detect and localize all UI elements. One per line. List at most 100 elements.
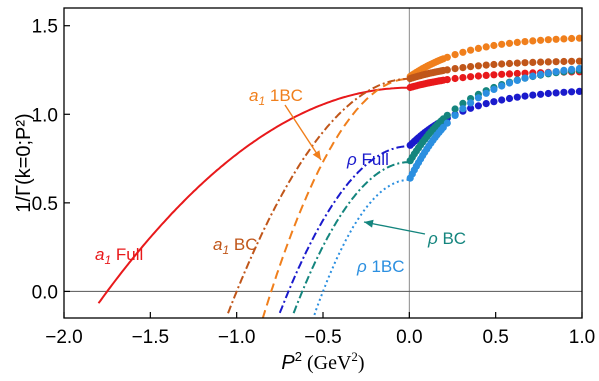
point-rho_bc — [443, 111, 451, 119]
point-a1_bc — [443, 66, 451, 74]
point-a1_bc — [521, 59, 529, 67]
point-a1_full — [474, 72, 482, 80]
point-a1_1bc — [443, 53, 451, 61]
annotation-rho_bc: ρ BC — [427, 229, 466, 248]
curve-a1_full — [97, 86, 410, 304]
curve-a1_1bc — [261, 77, 410, 318]
point-a1_full — [490, 71, 498, 79]
point-rho_1bc — [482, 89, 490, 97]
point-rho_full — [529, 91, 537, 99]
point-rho_1bc — [490, 85, 498, 93]
point-a1_1bc — [482, 43, 490, 51]
point-rho_full — [513, 93, 521, 101]
point-rho_full — [560, 88, 568, 96]
x-tick-label: −2.0 — [45, 327, 83, 348]
point-rho_1bc — [474, 94, 482, 102]
point-a1_bc — [537, 58, 545, 66]
y-tick-label: 1.0 — [32, 105, 58, 126]
point-a1_1bc — [474, 44, 482, 53]
y-tick-label: 1.5 — [32, 17, 58, 38]
point-rho_1bc — [498, 82, 506, 90]
point-rho_full — [544, 89, 552, 98]
x-tick-label: 0.0 — [396, 327, 422, 348]
annotation-rho_full: ρ Full — [346, 150, 389, 169]
curve-a1_bc — [227, 77, 410, 314]
curve-rho_full — [278, 145, 410, 314]
point-rho_full — [575, 87, 582, 95]
curves — [97, 77, 410, 318]
x-tick-label: −1.0 — [218, 327, 256, 348]
point-rho_full — [467, 104, 475, 112]
annotations: a1 Full a1 1BC a1 BC ρ Full ρ BC ρ 1BC — [95, 86, 466, 276]
point-a1_1bc — [560, 35, 568, 43]
point-rho_full — [490, 98, 498, 106]
point-a1_bc — [490, 60, 498, 69]
point-rho_full — [521, 92, 529, 100]
point-a1_bc — [529, 58, 537, 66]
point-rho_bc — [459, 99, 467, 107]
point-a1_bc — [513, 59, 521, 67]
point-a1_bc — [575, 57, 582, 65]
annotation-a1_full: a1 Full — [95, 245, 143, 267]
point-a1_1bc — [505, 39, 514, 47]
point-rho_full — [505, 94, 514, 103]
point-a1_full — [451, 74, 459, 83]
x-tick-label: 1.0 — [569, 327, 595, 348]
point-a1_bc — [505, 59, 514, 68]
point-a1_bc — [467, 63, 475, 71]
point-a1_bc — [498, 60, 506, 68]
point-a1_1bc — [451, 51, 459, 59]
point-a1_1bc — [568, 34, 576, 43]
point-a1_full — [498, 70, 506, 78]
point-a1_bc — [482, 61, 490, 69]
point-a1_bc — [552, 58, 560, 66]
axis-ticks: −2.0 −1.5 −1.0 −0.5 0.0 0.5 1.0 0.0 0.5 1.0 1.5 — [32, 17, 596, 348]
point-rho_1bc — [529, 72, 537, 80]
point-a1_1bc — [467, 46, 475, 54]
point-a1_1bc — [529, 37, 537, 45]
point-a1_1bc — [521, 38, 529, 46]
point-a1_1bc — [490, 41, 498, 50]
annotation-arrows — [284, 104, 426, 235]
plot-frame — [63, 7, 583, 319]
curve-rho_bc — [292, 161, 410, 314]
point-rho_1bc — [513, 76, 521, 84]
data-points — [406, 34, 582, 182]
annotation-a1_bc: a1 BC — [213, 235, 258, 257]
point-rho_1bc — [537, 70, 545, 78]
point-a1_1bc — [575, 34, 582, 42]
point-rho_1bc — [459, 105, 467, 113]
point-rho_1bc — [467, 99, 475, 107]
point-rho_full — [552, 89, 560, 97]
x-tick-label: −1.5 — [132, 327, 170, 348]
y-tick-label: 0.0 — [32, 282, 58, 303]
annotation-a1_1bc: a1 1BC — [249, 86, 303, 108]
point-rho_full — [568, 88, 576, 96]
point-rho_full — [498, 96, 506, 104]
y-axis-label: 1/Γ(k=0;P²) — [13, 113, 35, 212]
arrow-a1-1bc-head — [312, 150, 321, 160]
point-rho_1bc — [544, 69, 552, 77]
x-tick-label: 0.5 — [482, 327, 508, 348]
point-a1_1bc — [552, 35, 560, 43]
x-tick-label: −0.5 — [304, 327, 342, 348]
arrow-rho-bc-head — [364, 219, 374, 228]
point-a1_bc — [474, 62, 482, 70]
point-a1_full — [505, 70, 514, 78]
point-a1_bc — [451, 65, 459, 73]
y-tick-label: 0.5 — [32, 194, 58, 215]
point-a1_full — [459, 74, 467, 82]
point-a1_1bc — [498, 40, 506, 48]
point-rho_1bc — [575, 64, 582, 73]
point-rho_1bc — [443, 119, 451, 127]
point-a1_1bc — [537, 36, 545, 44]
arrow-rho-bc — [363, 221, 426, 235]
point-a1_bc — [568, 57, 576, 65]
point-rho_1bc — [451, 111, 459, 119]
point-a1_bc — [544, 58, 552, 66]
point-a1_1bc — [459, 48, 467, 56]
point-rho_full — [537, 90, 545, 98]
point-rho_1bc — [560, 66, 568, 74]
point-a1_bc — [459, 64, 467, 72]
